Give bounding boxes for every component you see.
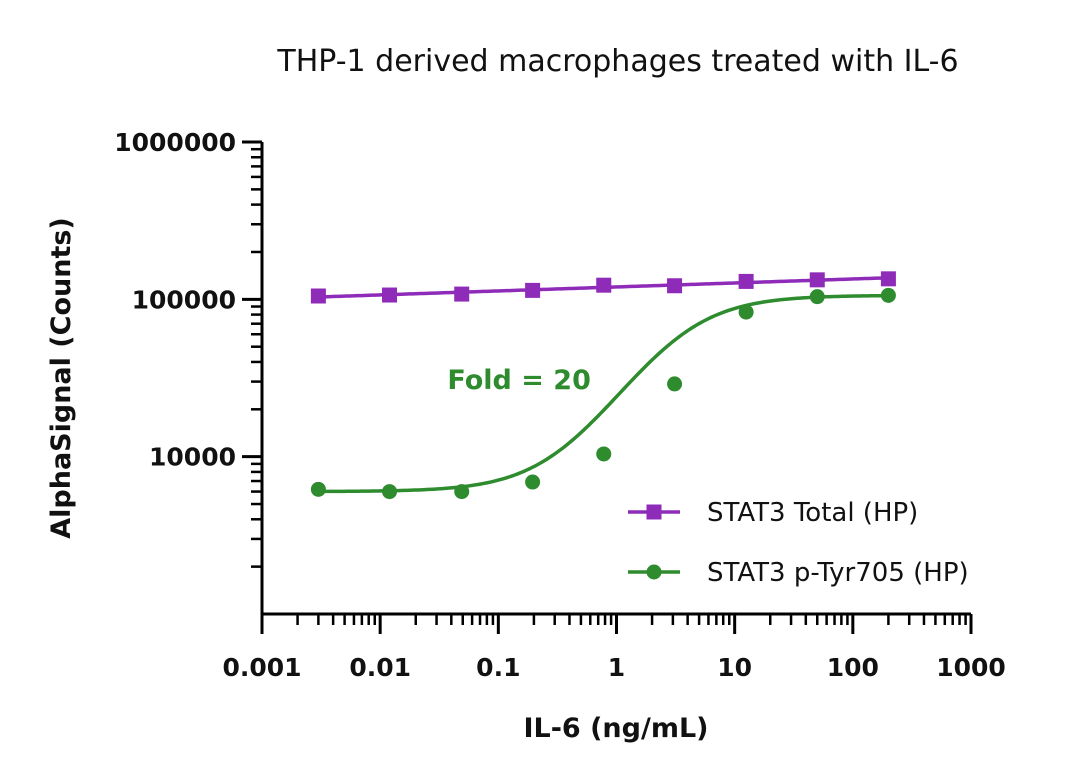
- fold-annotation: Fold = 20: [447, 365, 590, 396]
- x-tick-label: 100: [827, 653, 879, 682]
- annotations: Fold = 20: [447, 365, 590, 396]
- x-tick-label: 1: [608, 653, 625, 682]
- data-point-circle: [525, 474, 541, 490]
- data-point-square: [454, 286, 470, 302]
- x-tick-label: 0.001: [222, 653, 301, 682]
- y-tick-label: 1000000: [114, 128, 236, 157]
- x-tick-label: 10: [717, 653, 752, 682]
- chart-title: THP-1 derived macrophages treated with I…: [276, 44, 958, 79]
- data-point-circle: [738, 304, 754, 320]
- data-point-square: [310, 288, 326, 304]
- data-point-circle: [880, 287, 896, 303]
- data-point-circle: [310, 481, 326, 497]
- data-point-circle: [454, 484, 470, 500]
- x-tick-label: 0.01: [349, 653, 411, 682]
- data-point-square: [525, 282, 541, 298]
- x-tick-label: 0.1: [476, 653, 520, 682]
- data-markers: [310, 271, 896, 500]
- axes: 0.001 0.01 0.1 1 10 100 1000 10000 100000 1000000: [114, 128, 1006, 682]
- fit-curve-series-1: [318, 293, 889, 494]
- data-point-square: [880, 271, 896, 287]
- y-tick-label: 100000: [132, 285, 236, 314]
- data-point-circle: [809, 289, 825, 305]
- data-point-square: [596, 277, 612, 293]
- data-point-square: [667, 278, 683, 294]
- x-axis-label: IL-6 (ng/mL): [523, 713, 708, 744]
- data-point-square: [382, 287, 398, 303]
- legend: STAT3 Total (HP) STAT3 p-Tyr705 (HP): [628, 498, 969, 588]
- data-point-circle: [596, 446, 612, 462]
- data-point-circle: [667, 376, 683, 392]
- y-tick-label: 10000: [149, 443, 236, 472]
- x-tick-label: 1000: [936, 653, 1006, 682]
- data-point-square: [738, 273, 754, 289]
- legend-label: STAT3 p-Tyr705 (HP): [707, 558, 969, 588]
- legend-marker-square: [646, 504, 662, 520]
- data-point-square: [809, 272, 825, 288]
- data-point-circle: [382, 484, 398, 500]
- legend-marker-circle: [646, 564, 662, 580]
- legend-label: STAT3 Total (HP): [707, 498, 918, 528]
- y-axis-label: AlphaSignal (Counts): [46, 217, 77, 539]
